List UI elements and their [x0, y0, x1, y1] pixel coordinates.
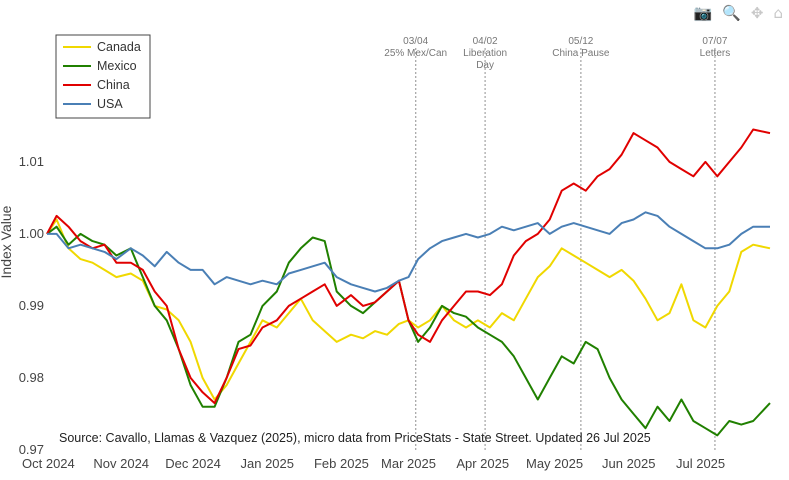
x-tick-label: Feb 2025: [314, 456, 369, 471]
annotation-label: 25% Mex/Can: [384, 48, 447, 59]
source-note: Source: Cavallo, Llamas & Vazquez (2025)…: [59, 431, 651, 445]
y-axis-title: Index Value: [0, 205, 14, 278]
pan-icon[interactable]: ✥: [750, 4, 764, 22]
chart-modebar: 📷 🔍 ✥ ⌂: [694, 4, 783, 22]
annotation-label: 07/07: [702, 36, 727, 47]
x-tick-label: Nov 2024: [93, 456, 149, 471]
annotation-label: Letters: [700, 48, 731, 59]
y-axis: 0.97 0.98 0.99 1.00 1.01: [19, 154, 44, 457]
y-tick-label: 1.00: [19, 226, 44, 241]
annotation-label: China Pause: [552, 48, 610, 59]
legend-item[interactable]: Mexico: [97, 59, 137, 73]
camera-icon[interactable]: 📷: [693, 4, 713, 22]
x-tick-label: Apr 2025: [456, 456, 509, 471]
y-tick-label: 1.01: [19, 154, 44, 169]
x-tick-label: May 2025: [526, 456, 583, 471]
zoom-icon[interactable]: 🔍: [722, 4, 741, 22]
chart-legend: Canada Mexico China USA: [55, 34, 151, 119]
legend-item[interactable]: USA: [97, 97, 123, 111]
series-line-usa: [47, 211, 770, 293]
x-tick-label: Dec 2024: [165, 456, 221, 471]
x-tick-label: Jul 2025: [676, 456, 725, 471]
x-axis: Oct 2024 Nov 2024 Dec 2024 Jan 2025 Feb 2025…: [22, 456, 725, 471]
y-tick-label: 0.98: [19, 370, 44, 385]
series-line-mexico: [46, 225, 771, 437]
x-tick-label: Mar 2025: [381, 456, 436, 471]
series-line-china: [46, 128, 771, 405]
annotation-label: Day: [476, 60, 494, 71]
y-tick-label: 0.97: [19, 442, 44, 457]
home-icon[interactable]: ⌂: [773, 4, 783, 22]
annotation-label: 04/02: [473, 36, 498, 47]
annotation-label: 03/04: [403, 36, 428, 47]
legend-item[interactable]: Canada: [97, 40, 141, 54]
series-layer: [46, 128, 771, 437]
annotation-label: 05/12: [568, 36, 593, 47]
x-tick-label: Oct 2024: [22, 456, 75, 471]
legend-item[interactable]: China: [97, 78, 130, 92]
x-tick-label: Jun 2025: [602, 456, 656, 471]
x-tick-label: Jan 2025: [241, 456, 295, 471]
y-tick-label: 0.99: [19, 298, 44, 313]
annotation-label: Liberation: [463, 48, 507, 59]
series-line-canada: [46, 218, 771, 401]
